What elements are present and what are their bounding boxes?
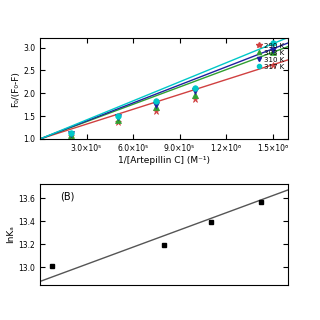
- Y-axis label: F₀/(F₀-F): F₀/(F₀-F): [11, 71, 20, 107]
- X-axis label: 1/[Artepillin C] (M⁻¹): 1/[Artepillin C] (M⁻¹): [118, 156, 210, 164]
- Y-axis label: lnKₐ: lnKₐ: [6, 226, 15, 244]
- Text: (B): (B): [60, 191, 74, 201]
- Legend: 290 K, 303 K, 310 K, 317 K: 290 K, 303 K, 310 K, 317 K: [255, 42, 284, 70]
